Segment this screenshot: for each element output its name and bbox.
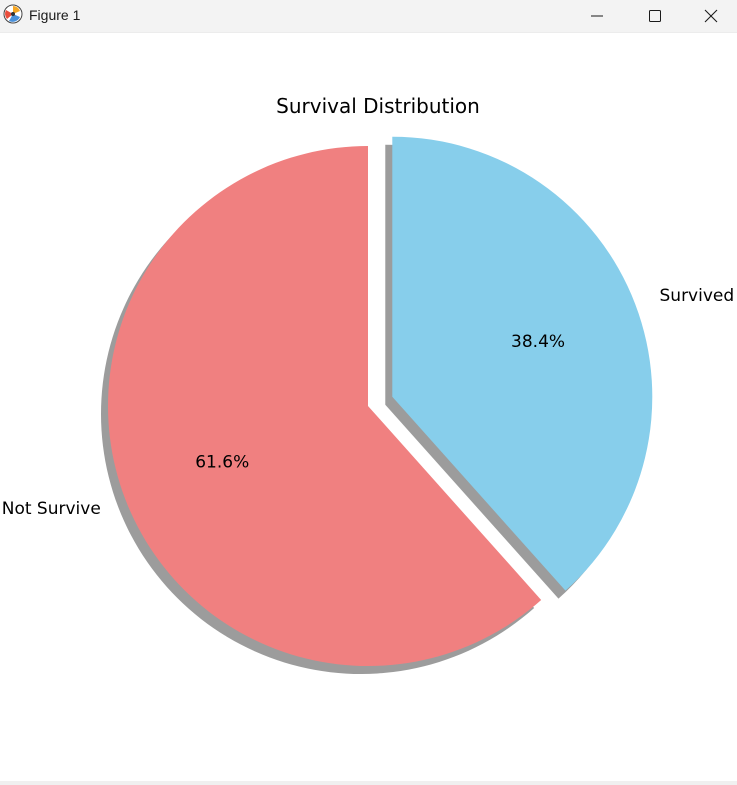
chart-title: Survival Distribution [276,94,480,118]
pie-chart: Survival Distribution Not Survive 61.6% Su… [2,94,734,675]
window-titlebar: Figure 1 [0,0,737,33]
pct-label-survived: 38.4% [511,332,565,352]
slice-label-not-survive: Not Survive [2,499,101,519]
figure-canvas: Survival Distribution Not Survive 61.6% Su… [0,33,737,781]
matplotlib-icon [3,4,23,24]
slice-not-survive [108,146,542,666]
maximize-icon [649,10,661,22]
slice-label-survived: Survived [660,286,735,306]
maximize-button[interactable] [626,0,684,32]
window-title: Figure 1 [29,7,81,23]
close-icon [704,9,717,23]
slice-survived [392,136,653,591]
slice-labels: Not Survive 61.6% Survived 38.4% [2,286,734,519]
pct-label-not-survive: 61.6% [195,453,249,473]
window-bottom-edge [0,781,737,785]
minimize-button[interactable] [568,0,626,32]
close-button[interactable] [684,0,737,32]
slices [108,136,653,666]
minimize-icon [591,15,603,17]
